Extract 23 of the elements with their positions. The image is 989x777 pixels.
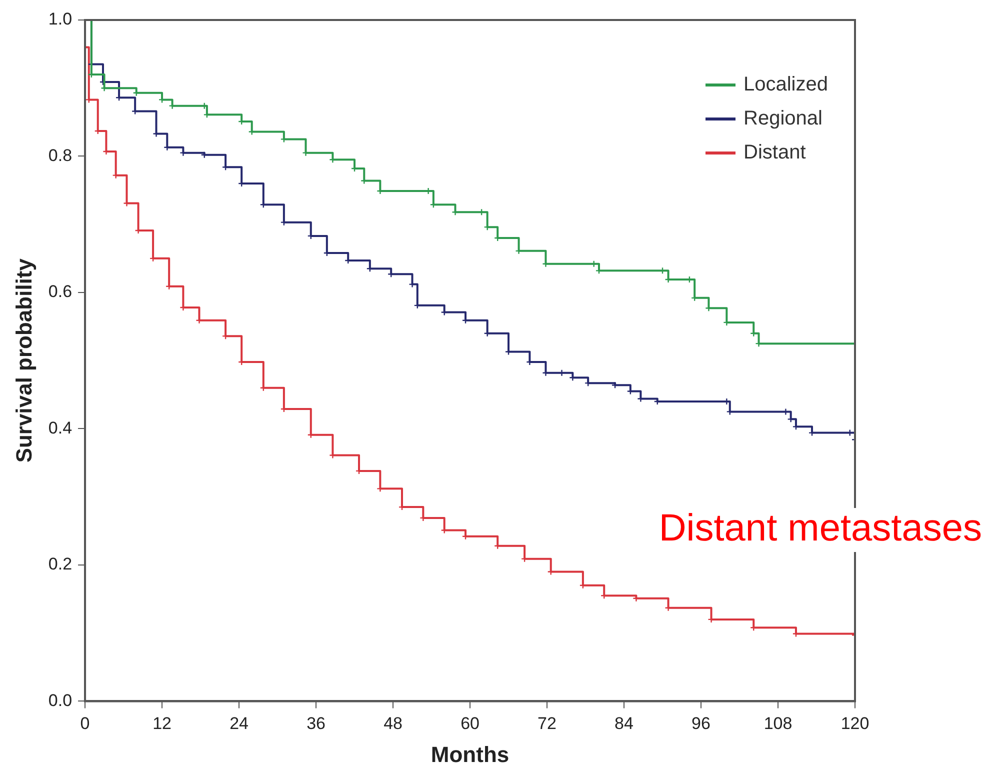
x-tick-label: 12 bbox=[152, 714, 172, 734]
y-axis-title: Survival probability bbox=[11, 258, 36, 463]
x-tick-label: 120 bbox=[840, 714, 870, 734]
y-tick-label: 0.2 bbox=[48, 554, 72, 574]
y-tick-label: 0.8 bbox=[48, 146, 72, 165]
y-tick-label: 0.4 bbox=[48, 418, 72, 438]
x-tick-label: 84 bbox=[614, 714, 634, 734]
x-tick-label: 108 bbox=[764, 714, 792, 734]
y-tick-label: 0.6 bbox=[48, 282, 72, 302]
x-tick-label: 0 bbox=[80, 714, 90, 734]
x-tick-label: 96 bbox=[692, 714, 710, 734]
legend-label: Localized bbox=[744, 74, 828, 96]
x-tick-label: 72 bbox=[538, 714, 556, 734]
x-tick-label: 24 bbox=[230, 714, 248, 734]
y-tick-label: 0.0 bbox=[48, 690, 72, 710]
annotation: Distant metastases bbox=[658, 507, 982, 550]
x-tick-label: 48 bbox=[384, 714, 402, 734]
x-tick-label: 36 bbox=[306, 714, 326, 734]
legend-label: Distant bbox=[744, 142, 806, 164]
x-tick-label: 60 bbox=[460, 714, 480, 734]
x-axis-title: Months bbox=[430, 742, 510, 767]
y-tick-label: 1.0 bbox=[48, 10, 72, 29]
legend-label: Regional bbox=[744, 108, 822, 130]
